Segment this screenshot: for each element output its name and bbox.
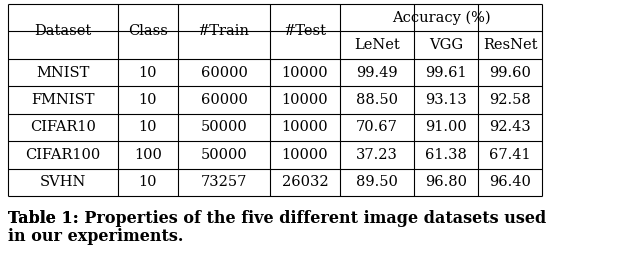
Text: 60000: 60000	[200, 93, 248, 107]
Text: 10: 10	[139, 120, 157, 134]
Text: 99.60: 99.60	[489, 66, 531, 80]
Text: 96.80: 96.80	[425, 175, 467, 189]
Text: 60000: 60000	[200, 66, 248, 80]
Text: VGG: VGG	[429, 38, 463, 52]
Text: Table 1: Properties of the five different image datasets used: Table 1: Properties of the five differen…	[8, 210, 547, 227]
Text: CIFAR100: CIFAR100	[26, 148, 100, 162]
Text: LeNet: LeNet	[354, 38, 400, 52]
Text: 37.23: 37.23	[356, 148, 398, 162]
Text: 93.13: 93.13	[425, 93, 467, 107]
Text: 10: 10	[139, 66, 157, 80]
Text: Class: Class	[128, 25, 168, 38]
Text: 91.00: 91.00	[425, 120, 467, 134]
Text: #Train: #Train	[198, 25, 250, 38]
Text: Table 1:: Table 1:	[8, 210, 84, 227]
Text: 10000: 10000	[282, 93, 328, 107]
Text: CIFAR10: CIFAR10	[30, 120, 96, 134]
Text: 26032: 26032	[282, 175, 328, 189]
Text: 89.50: 89.50	[356, 175, 398, 189]
Text: MNIST: MNIST	[36, 66, 90, 80]
Text: SVHN: SVHN	[40, 175, 86, 189]
Text: 10: 10	[139, 175, 157, 189]
Text: 96.40: 96.40	[489, 175, 531, 189]
Text: #Test: #Test	[284, 25, 326, 38]
Text: 67.41: 67.41	[489, 148, 531, 162]
Text: 100: 100	[134, 148, 162, 162]
Text: 10000: 10000	[282, 148, 328, 162]
Text: 92.43: 92.43	[489, 120, 531, 134]
Text: 10: 10	[139, 93, 157, 107]
Text: 88.50: 88.50	[356, 93, 398, 107]
Text: Accuracy (%): Accuracy (%)	[392, 10, 490, 25]
Text: 50000: 50000	[200, 120, 248, 134]
Text: Dataset: Dataset	[35, 25, 92, 38]
Text: 70.67: 70.67	[356, 120, 398, 134]
Text: in our experiments.: in our experiments.	[8, 228, 184, 245]
Text: 61.38: 61.38	[425, 148, 467, 162]
Text: 10000: 10000	[282, 66, 328, 80]
Text: ResNet: ResNet	[483, 38, 537, 52]
Text: 10000: 10000	[282, 120, 328, 134]
Text: 92.58: 92.58	[489, 93, 531, 107]
Text: 99.49: 99.49	[356, 66, 398, 80]
Text: 73257: 73257	[201, 175, 247, 189]
Text: FMNIST: FMNIST	[31, 93, 95, 107]
Text: 50000: 50000	[200, 148, 248, 162]
Text: 99.61: 99.61	[425, 66, 467, 80]
